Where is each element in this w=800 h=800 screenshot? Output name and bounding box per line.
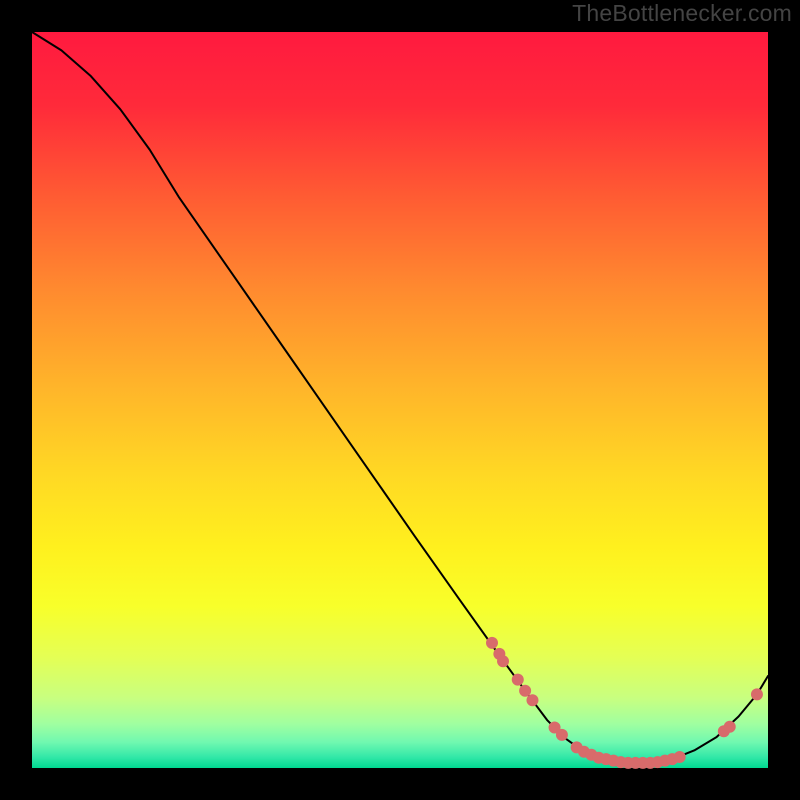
data-marker xyxy=(724,721,736,733)
chart-container: TheBottlenecker.com xyxy=(0,0,800,800)
bottleneck-chart xyxy=(0,0,800,800)
data-marker xyxy=(519,685,531,697)
data-marker xyxy=(486,637,498,649)
data-marker xyxy=(751,688,763,700)
brand-label: TheBottlenecker.com xyxy=(572,0,792,27)
data-marker xyxy=(497,655,509,667)
data-marker xyxy=(674,751,686,763)
plot-background xyxy=(32,32,768,768)
data-marker xyxy=(556,729,568,741)
data-marker xyxy=(512,674,524,686)
data-marker xyxy=(526,694,538,706)
